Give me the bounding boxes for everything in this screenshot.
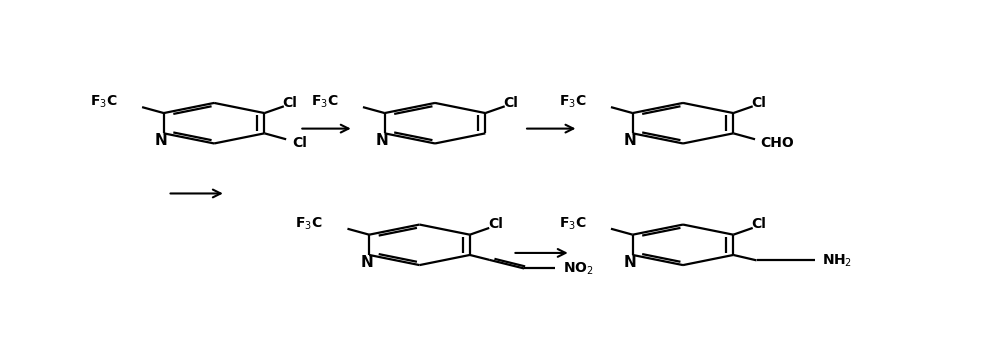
Text: N: N (624, 133, 637, 148)
Text: Cl: Cl (488, 217, 503, 231)
Text: F$_3$C: F$_3$C (311, 94, 338, 111)
Text: N: N (624, 255, 637, 270)
Text: F$_3$C: F$_3$C (295, 216, 323, 232)
Text: NH$_2$: NH$_2$ (822, 252, 852, 269)
Text: NO$_2$: NO$_2$ (563, 260, 594, 277)
Text: N: N (360, 255, 373, 270)
Text: Cl: Cl (751, 95, 766, 110)
Text: F$_3$C: F$_3$C (559, 94, 586, 111)
Text: N: N (376, 133, 389, 148)
Text: CHO: CHO (760, 136, 794, 150)
Text: Cl: Cl (503, 95, 518, 110)
Text: F$_3$C: F$_3$C (559, 216, 586, 232)
Text: Cl: Cl (751, 217, 766, 231)
Text: F$_3$C: F$_3$C (90, 94, 117, 111)
Text: Cl: Cl (293, 136, 308, 150)
Text: N: N (155, 133, 168, 148)
Text: Cl: Cl (283, 95, 297, 110)
